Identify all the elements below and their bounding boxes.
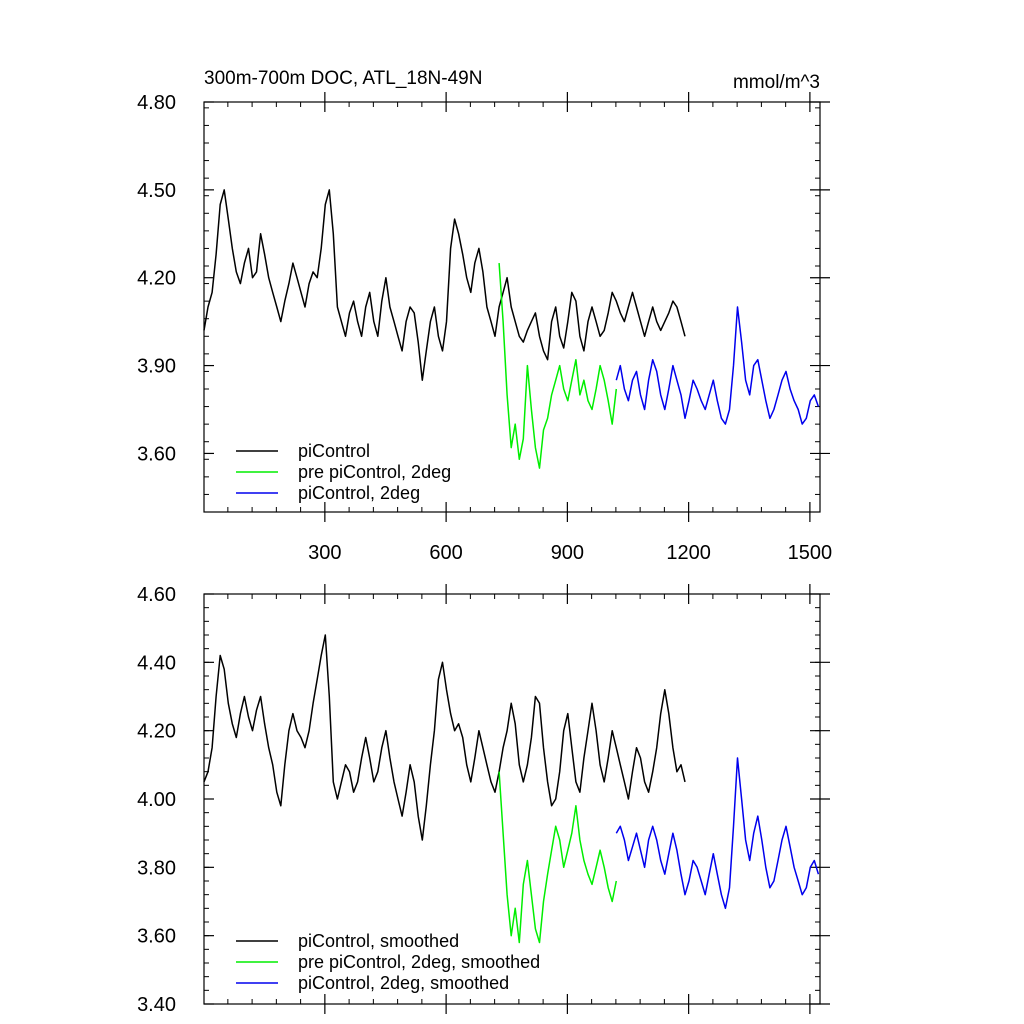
legend-label-pre-picontrol-2deg-smoothed: pre piControl, 2deg, smoothed	[298, 952, 540, 972]
units-label: mmol/m^3	[733, 72, 820, 93]
top-minor-ticks	[204, 102, 820, 513]
bottom-y-tick-labels: 3.40 3.60 3.80 4.00 4.20 4.40 4.60	[137, 584, 176, 1016]
y-tick-label: 3.40	[137, 994, 176, 1016]
y-tick-label: 4.40	[137, 652, 176, 674]
bottom-major-ticks	[204, 584, 830, 1014]
y-tick-label: 3.90	[137, 356, 176, 378]
top-x-tick-labels: 300 600 900 1200 1500	[308, 542, 832, 564]
y-tick-label: 4.00	[137, 789, 176, 811]
y-tick-label: 4.20	[137, 268, 176, 290]
series-line-picontrol-2deg-smoothed	[615, 757, 820, 910]
y-tick-label: 3.80	[137, 857, 176, 879]
legend-label-picontrol-2deg: piControl, 2deg	[298, 483, 420, 503]
series-line-pre-picontrol-2deg-smoothed	[498, 771, 618, 944]
series-line-picontrol-smoothed	[203, 634, 686, 841]
top-panel: 300m-700m DOC, ATL_18N-49N mmol/m^3 3.60…	[137, 68, 832, 564]
x-tick-label: 600	[429, 542, 462, 564]
x-tick-label: 1200	[666, 542, 711, 564]
chart-title: 300m-700m DOC, ATL_18N-49N	[204, 68, 482, 89]
bottom-panel: 3.40 3.60 3.80 4.00 4.20 4.40 4.60 piControl, …	[137, 584, 830, 1016]
y-tick-label: 3.60	[137, 926, 176, 948]
top-major-ticks	[204, 92, 830, 522]
top-legend: piControl pre piControl, 2deg piControl,…	[236, 441, 451, 503]
legend-label-picontrol-smoothed: piControl, smoothed	[298, 931, 459, 951]
y-tick-label: 4.50	[137, 180, 176, 202]
bottom-series-group	[203, 634, 820, 944]
top-plot-frame	[203, 101, 821, 513]
legend-label-picontrol: piControl	[298, 441, 370, 461]
x-tick-label: 1500	[788, 542, 833, 564]
x-tick-label: 900	[551, 542, 584, 564]
y-tick-label: 4.20	[137, 721, 176, 743]
legend-label-picontrol-2deg-smoothed: piControl, 2deg, smoothed	[298, 973, 509, 993]
series-line-picontrol-2deg	[615, 306, 820, 425]
series-line-pre-picontrol-2deg	[498, 263, 618, 469]
x-tick-label: 300	[308, 542, 341, 564]
legend-label-pre-picontrol-2deg: pre piControl, 2deg	[298, 462, 451, 482]
bottom-minor-ticks	[204, 593, 820, 1005]
top-y-tick-labels: 3.60 3.90 4.20 4.50 4.80	[137, 92, 176, 465]
y-tick-label: 3.60	[137, 443, 176, 465]
top-series-group	[203, 189, 820, 469]
y-tick-label: 4.80	[137, 92, 176, 114]
bottom-plot-frame	[203, 593, 821, 1005]
y-tick-label: 4.60	[137, 584, 176, 606]
bottom-legend: piControl, smoothed pre piControl, 2deg,…	[236, 931, 540, 993]
series-line-picontrol	[203, 189, 686, 381]
